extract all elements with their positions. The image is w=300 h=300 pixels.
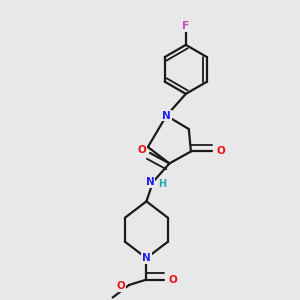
Text: O: O: [137, 145, 146, 155]
Text: N: N: [146, 177, 154, 187]
Text: H: H: [158, 179, 166, 189]
Text: O: O: [216, 146, 225, 157]
Text: O: O: [168, 274, 177, 285]
Text: O: O: [116, 281, 125, 292]
Text: N: N: [162, 111, 171, 121]
Text: N: N: [142, 253, 151, 263]
Text: F: F: [182, 21, 189, 32]
